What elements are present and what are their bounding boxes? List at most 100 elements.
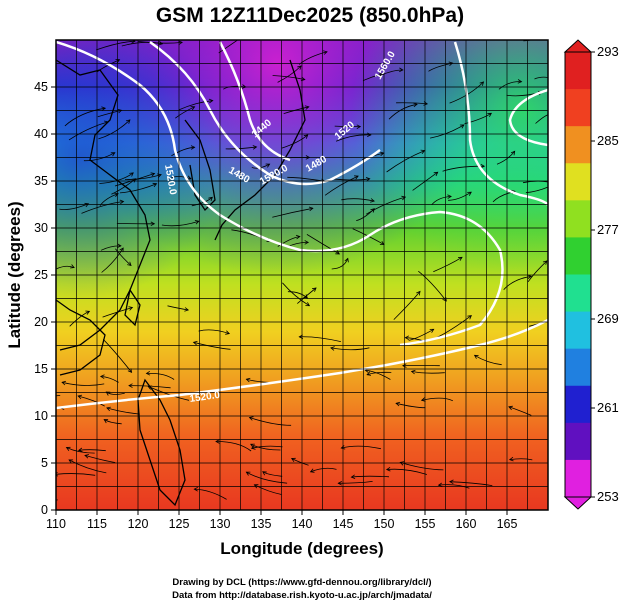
streamline-arrowhead (416, 290, 421, 296)
streamline (198, 329, 230, 334)
chart-title: GSM 12Z11Dec2025 (850.0hPa) (156, 4, 464, 27)
streamline-arrowhead (459, 124, 465, 129)
streamline (69, 310, 90, 327)
streamline (56, 499, 58, 501)
streamline (115, 248, 132, 266)
credit-drawing: Drawing by DCL (https://www.gfd-dennou.o… (172, 577, 431, 588)
streamline-arrowhead (447, 194, 452, 199)
x-tick-label: 150 (374, 517, 395, 531)
x-tick-label: 145 (333, 517, 354, 531)
streamline-arrowhead (101, 106, 107, 111)
streamline-arrowhead (150, 221, 156, 227)
streamline (448, 191, 472, 201)
streamline (310, 467, 337, 473)
streamline (366, 371, 392, 376)
streamline (341, 445, 381, 450)
y-axis-label: Latitude (degrees) (5, 201, 24, 348)
streamline-arrowhead (404, 335, 410, 341)
grid (56, 40, 548, 510)
streamline-arrowhead (194, 220, 200, 225)
y-tick-label: 15 (34, 362, 48, 376)
streamline (215, 441, 252, 452)
colorbar-segment (565, 348, 591, 387)
streamline-arrowhead (23, 390, 27, 394)
y-tick-label: 25 (34, 268, 48, 282)
streamline (282, 282, 310, 307)
colorbar-segment (565, 385, 591, 424)
streamline-arrowhead (250, 443, 255, 448)
x-tick-label: 165 (497, 517, 518, 531)
streamline-arrowhead (370, 208, 375, 213)
streamline-arrowhead (84, 454, 89, 459)
streamline (225, 146, 257, 150)
colorbar-tick-label: 269 (597, 311, 619, 326)
streamline (56, 265, 75, 270)
colorbar-tick-label: 277 (597, 222, 619, 237)
streamline-arrowhead (303, 134, 309, 139)
streamline (281, 134, 308, 149)
streamline (97, 109, 122, 118)
x-axis-label: Longitude (degrees) (220, 539, 383, 558)
streamline (121, 41, 163, 47)
streamline (351, 475, 390, 478)
streamline-arrowhead (304, 240, 310, 245)
streamline (396, 402, 426, 409)
streamline (330, 347, 370, 351)
streamline (324, 175, 359, 196)
colorbar-frame (564, 51, 592, 498)
streamline-arrowhead (385, 466, 391, 472)
x-tick-label: 135 (251, 517, 272, 531)
credit-data: Data from http://database.rish.kyoto-u.a… (172, 590, 432, 601)
y-tick-label: 20 (34, 315, 48, 329)
streamline (254, 484, 282, 495)
y-tick-label: 30 (34, 221, 48, 235)
streamline-arrowhead (510, 150, 516, 156)
streamline (106, 407, 140, 415)
streamline-arrowhead (145, 370, 151, 376)
x-tick-label: 160 (456, 517, 477, 531)
colorbar-segment (565, 311, 591, 350)
streamline-arrowhead (65, 446, 71, 451)
streamline-arrowhead (150, 172, 156, 177)
streamline (362, 73, 383, 81)
streamline-arrowhead (99, 374, 105, 379)
streamline (171, 146, 195, 157)
colorbar-top-arrow (563, 39, 593, 53)
streamline (335, 134, 371, 142)
colorbar-tick-label: 293 (597, 44, 619, 59)
colorbar-segment (565, 163, 591, 201)
streamline (119, 183, 157, 194)
streamline (84, 455, 116, 463)
streamline (62, 381, 105, 386)
streamline (146, 372, 175, 380)
streamline (64, 107, 106, 127)
streamline (388, 103, 418, 120)
streamline (393, 291, 421, 320)
wind-streamlines (23, 31, 548, 501)
streamline-arrowhead (117, 243, 122, 249)
streamline-arrowhead (350, 474, 356, 479)
streamline-arrowhead (413, 102, 418, 108)
x-axis-ticks: 110 115 120 125 130 135 140 145 150 155 160 165 (46, 510, 517, 531)
x-tick-label: 155 (415, 517, 436, 531)
colorbar-tick-label: 261 (597, 400, 619, 415)
streamline-arrowhead (262, 471, 267, 476)
streamline-arrowhead (245, 471, 251, 476)
x-tick-label: 120 (128, 517, 149, 531)
contour-label: 1520.0 (162, 164, 178, 196)
streamline (194, 488, 227, 500)
streamline-arrowhead (410, 369, 416, 375)
streamline (287, 291, 308, 299)
streamline (438, 484, 470, 489)
colorbar-segment (565, 89, 591, 127)
streamline-arrowhead (308, 206, 314, 212)
streamline-arrowhead (114, 192, 119, 197)
streamline (104, 419, 122, 425)
streamline-arrowhead (544, 31, 548, 35)
streamline-arrowhead (508, 456, 514, 462)
streamline-arrowhead (420, 149, 426, 154)
colorbar-segment (565, 422, 591, 461)
streamline-arrowhead (378, 72, 384, 77)
streamline-arrowhead (399, 67, 404, 73)
streamline (291, 458, 309, 466)
